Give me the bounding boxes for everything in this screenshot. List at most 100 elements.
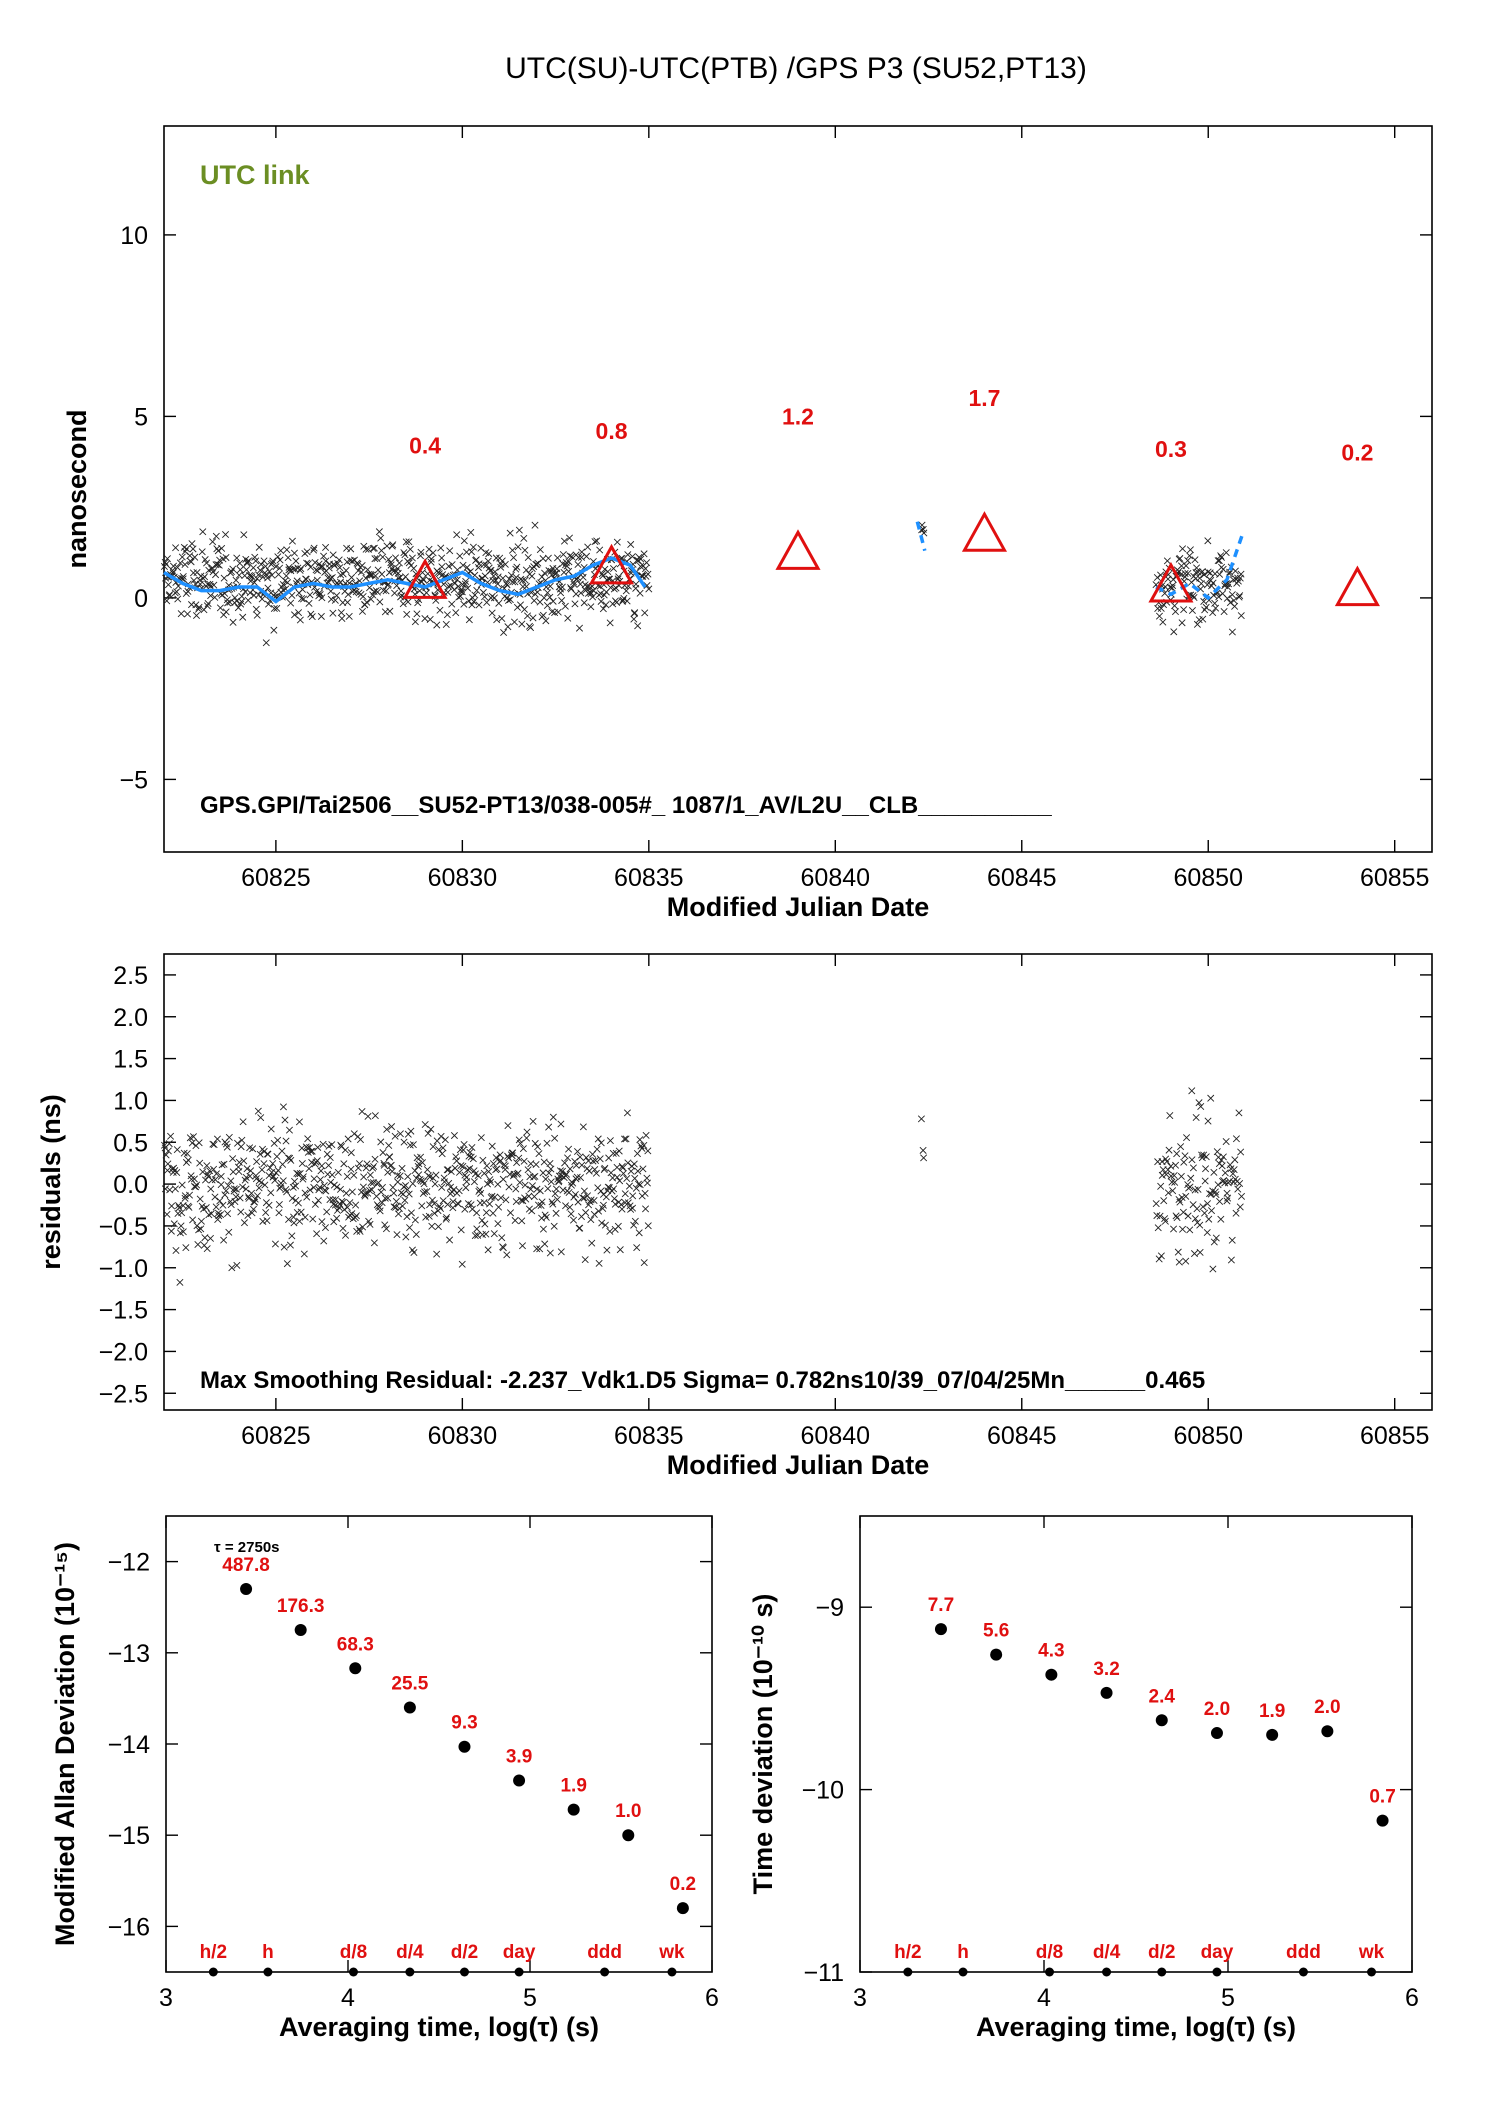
x-axis-label: Averaging time, log(τ) (s): [976, 2012, 1296, 2042]
data-point: [491, 568, 499, 576]
data-point: [463, 1178, 471, 1186]
data-point: [348, 573, 356, 581]
data-point: [322, 557, 330, 565]
data-point: [450, 586, 458, 594]
data-point: [523, 612, 532, 620]
data-point: [241, 1176, 249, 1184]
y-tick-label: 0.0: [113, 1171, 148, 1199]
data-point: [423, 1166, 431, 1174]
data-point: [1221, 580, 1229, 588]
data-point: [469, 543, 477, 551]
data-point: [627, 1205, 635, 1213]
data-point: [1204, 568, 1212, 576]
data-point: [456, 1146, 464, 1154]
data-point: [1191, 1215, 1199, 1223]
data-point: [301, 1213, 309, 1221]
data-point: [540, 1158, 548, 1166]
data-point: [279, 1160, 287, 1168]
data-point: [316, 591, 324, 599]
data-point: [506, 596, 514, 604]
data-point: [506, 529, 514, 537]
data-point: [494, 580, 502, 588]
data-point: [342, 1189, 350, 1197]
data-point: [579, 573, 587, 581]
data-point: [306, 1144, 314, 1152]
y-tick-label: 0.5: [113, 1129, 148, 1157]
data-point: [1196, 1221, 1204, 1229]
data-point: [271, 1240, 279, 1248]
data-point: [274, 1166, 282, 1174]
data-point: [444, 1200, 452, 1208]
data-point: [1222, 1138, 1230, 1146]
data-point: [619, 1170, 627, 1178]
data-point: [242, 566, 250, 574]
data-point: [240, 1157, 248, 1165]
data-point: [511, 1216, 519, 1224]
data-point: [438, 563, 446, 571]
data-point: [613, 1173, 621, 1181]
data-point: [1218, 1162, 1226, 1170]
data-point: [543, 1139, 551, 1147]
data-point: [627, 540, 635, 548]
residual-footer: Max Smoothing Residual: -2.237_Vdk1.D5 S…: [200, 1367, 1205, 1394]
data-point: [1164, 1189, 1172, 1197]
data-point: [255, 1184, 263, 1192]
data-point: [408, 554, 416, 562]
data-point: [254, 1107, 262, 1115]
data-point: [164, 1147, 172, 1155]
data-point: [385, 555, 393, 563]
data-point: [212, 1203, 220, 1211]
data-point: [258, 595, 266, 603]
data-point: [280, 1243, 288, 1251]
data-point: [295, 609, 303, 617]
data-point: [1181, 569, 1189, 577]
interval-marker: [263, 1967, 273, 1977]
data-point: [494, 1220, 502, 1228]
data-point: [370, 1162, 378, 1171]
data-point: [501, 1162, 509, 1170]
data-point: [173, 1146, 181, 1154]
deviation-point: [1045, 1668, 1058, 1681]
data-point: [406, 1224, 414, 1232]
data-point: [467, 548, 476, 556]
data-point: [359, 1223, 367, 1231]
data-point: [232, 1193, 240, 1201]
data-point: [334, 1168, 342, 1176]
data-point: [481, 1220, 489, 1228]
data-point: [337, 609, 345, 617]
data-point: [409, 1180, 417, 1188]
data-point: [523, 1134, 531, 1142]
data-point: [377, 547, 385, 555]
y-tick-label: −15: [108, 1822, 150, 1850]
data-point: [1217, 1156, 1225, 1164]
data-point: [217, 1172, 225, 1180]
data-point: [197, 1217, 205, 1225]
data-point: [171, 1185, 179, 1193]
data-point: [479, 588, 487, 596]
data-point: [1177, 1172, 1185, 1180]
data-point: [1188, 1156, 1196, 1164]
data-point: [216, 1197, 224, 1205]
data-point: [432, 1171, 440, 1179]
data-point: [430, 1200, 438, 1208]
data-point: [201, 573, 209, 581]
data-point: [1188, 1087, 1196, 1095]
x-tick-label: 60845: [987, 864, 1057, 892]
y-tick-label: 10: [120, 222, 148, 250]
data-point: [644, 1147, 652, 1155]
data-point: [398, 1202, 407, 1210]
data-point: [467, 1201, 475, 1209]
interval-marker-label: d/2: [451, 1942, 478, 1963]
data-point: [1203, 1200, 1212, 1208]
data-point: [167, 1227, 175, 1235]
data-point: [351, 1214, 359, 1222]
data-point: [643, 559, 651, 567]
triangle-value-label: 0.8: [596, 418, 628, 444]
deviation-point: [403, 1701, 416, 1714]
data-point: [481, 593, 489, 601]
y-tick-label: 2.0: [113, 1004, 148, 1032]
data-point: [346, 1199, 354, 1207]
data-point: [504, 623, 512, 631]
data-point: [404, 1173, 412, 1181]
data-point: [364, 566, 372, 574]
